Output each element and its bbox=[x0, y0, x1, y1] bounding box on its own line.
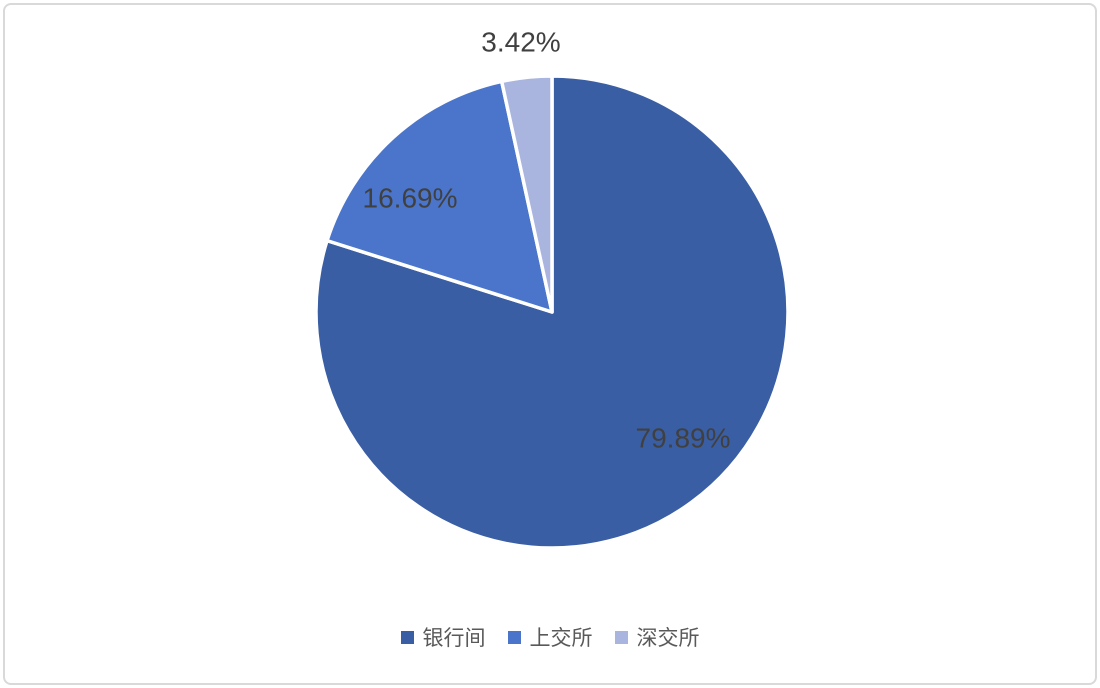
legend-label: 深交所 bbox=[636, 627, 700, 650]
pie-slice-2 bbox=[325, 79, 554, 314]
legend-item-2: 上交所 bbox=[507, 622, 593, 652]
slice-label-2: 16.69% bbox=[363, 183, 458, 214]
legend-label: 上交所 bbox=[529, 627, 593, 650]
pie-slice-3 bbox=[499, 74, 554, 314]
legend-item-1: 银行间 bbox=[400, 622, 486, 652]
slice-label-3: 3.42% bbox=[481, 27, 560, 58]
slice-label-1: 79.89% bbox=[636, 423, 731, 454]
legend-item-3: 深交所 bbox=[614, 622, 700, 652]
legend-swatch-icon bbox=[507, 630, 521, 644]
legend-label: 银行间 bbox=[422, 627, 486, 650]
legend-swatch-icon bbox=[614, 630, 628, 644]
legend-swatch-icon bbox=[400, 630, 414, 644]
chart-legend: 银行间 上交所 深交所 bbox=[0, 620, 1100, 654]
